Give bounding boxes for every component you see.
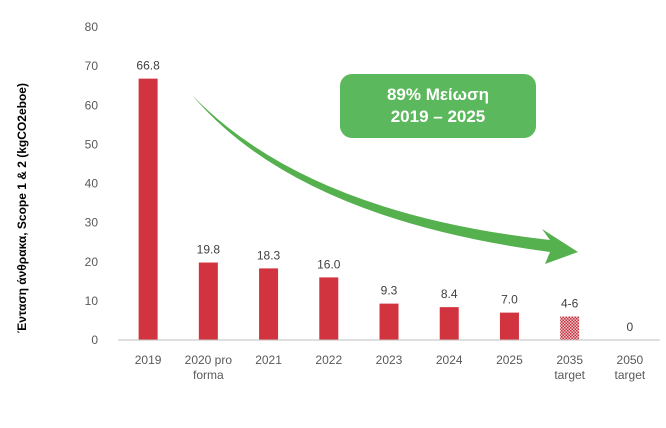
y-tick-label: 60 bbox=[85, 98, 99, 112]
x-tick-label-line: target bbox=[554, 368, 585, 382]
x-axis: 2019 2020 pro forma 2021 2022 2023 2024 2025 203… bbox=[118, 339, 660, 382]
data-label: 9.3 bbox=[381, 284, 398, 298]
x-tick-label-line: 2021 bbox=[255, 353, 282, 367]
bar bbox=[319, 277, 339, 340]
x-tick-label-line: target bbox=[615, 368, 646, 382]
x-tick-label: 2035 target bbox=[554, 353, 585, 382]
x-tick-label-line: 2019 bbox=[135, 353, 162, 367]
y-tick-label: 20 bbox=[85, 255, 99, 269]
data-label: 16.0 bbox=[317, 257, 341, 271]
reduction-callout: 89% Μείωση 2019 – 2025 bbox=[340, 74, 536, 138]
callout-line-1: 89% Μείωση bbox=[386, 85, 490, 104]
data-label: 18.3 bbox=[257, 248, 281, 262]
x-tick-label: 2021 bbox=[255, 353, 282, 367]
y-tick-label: 30 bbox=[85, 216, 99, 230]
x-tick-label: 2024 bbox=[436, 353, 463, 367]
x-tick-label-line: 2022 bbox=[315, 353, 342, 367]
data-label: 19.8 bbox=[197, 243, 221, 257]
callout-line-2: 2019 – 2025 bbox=[390, 107, 486, 126]
data-label: 8.4 bbox=[441, 287, 458, 301]
bar bbox=[138, 78, 158, 341]
y-tick-label: 50 bbox=[85, 137, 99, 151]
bar bbox=[499, 312, 519, 340]
bar bbox=[560, 316, 580, 340]
bars: 66.8 19.8 18.3 16.0 9.3 8.4 7.0 4-6 0 bbox=[136, 59, 634, 341]
x-tick-label-line: 2050 bbox=[617, 353, 644, 367]
reduction-arrow bbox=[192, 95, 578, 264]
data-label: 4-6 bbox=[561, 297, 579, 311]
x-tick-label: 2020 pro forma bbox=[185, 353, 233, 382]
x-tick-label: 2025 bbox=[496, 353, 523, 367]
x-tick-label-line: forma bbox=[193, 368, 224, 382]
y-tick-label: 0 bbox=[91, 333, 98, 347]
data-label: 7.0 bbox=[501, 293, 518, 307]
y-tick-label: 10 bbox=[85, 294, 99, 308]
x-tick-label-line: 2020 pro bbox=[185, 353, 233, 367]
reduction-arrow-shape bbox=[192, 95, 578, 264]
x-tick-label-line: 2035 bbox=[556, 353, 583, 367]
x-tick-label-line: 2025 bbox=[496, 353, 523, 367]
x-tick-label: 2022 bbox=[315, 353, 342, 367]
x-tick-label: 2019 bbox=[135, 353, 162, 367]
bar bbox=[198, 262, 218, 340]
y-axis-title: Ένταση άνθρακα, Scope 1 & 2 (kgCO2eboe) bbox=[15, 83, 29, 333]
y-axis: 0 10 20 30 40 50 60 70 80 bbox=[85, 20, 99, 347]
y-tick-label: 80 bbox=[85, 20, 99, 34]
y-tick-label: 70 bbox=[85, 59, 99, 73]
bar bbox=[259, 268, 279, 340]
x-tick-label-line: 2024 bbox=[436, 353, 463, 367]
x-tick-label: 2023 bbox=[376, 353, 403, 367]
x-tick-label-line: 2023 bbox=[376, 353, 403, 367]
data-label: 66.8 bbox=[136, 59, 160, 73]
y-tick-label: 40 bbox=[85, 177, 99, 191]
bar bbox=[439, 307, 459, 340]
x-tick-label: 2050 target bbox=[615, 353, 646, 382]
data-label: 0 bbox=[627, 320, 634, 334]
bar bbox=[379, 303, 399, 340]
